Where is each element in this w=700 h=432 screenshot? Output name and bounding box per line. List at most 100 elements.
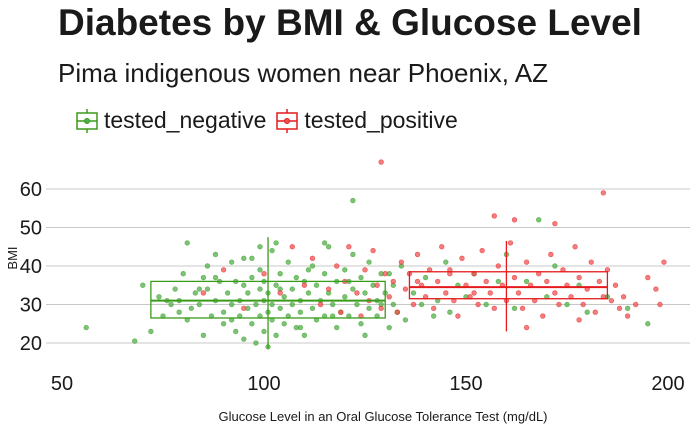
legend-label-positive: tested_positive <box>304 107 458 133</box>
point-tested_negative-131 <box>212 274 219 281</box>
point-tested_negative-64 <box>293 274 300 281</box>
point-tested_negative-1 <box>132 338 138 344</box>
point-tested_negative-70 <box>309 305 316 312</box>
point-tested_positive-64 <box>548 251 554 258</box>
point-tested_positive-21 <box>378 159 384 165</box>
point-tested_negative-100 <box>390 301 396 308</box>
point-tested_negative-54 <box>273 332 279 338</box>
point-tested_negative-128 <box>645 321 651 327</box>
point-tested_positive-56 <box>515 290 522 296</box>
point-tested_positive-6 <box>301 282 308 288</box>
point-tested_positive-34 <box>430 305 437 312</box>
point-tested_negative-40 <box>253 340 259 346</box>
point-tested_positive-55 <box>511 217 518 223</box>
point-tested_negative-125 <box>584 309 590 315</box>
point-tested_negative-79 <box>329 301 336 308</box>
point-tested_negative-24 <box>220 321 227 327</box>
point-tested_positive-0 <box>200 290 207 296</box>
point-tested_positive-86 <box>653 286 659 292</box>
point-tested_negative-81 <box>334 324 340 331</box>
point-tested_negative-123 <box>564 301 570 308</box>
chart-title: Diabetes by BMI & Glucose Level <box>58 2 642 43</box>
point-tested_positive-91 <box>552 220 558 227</box>
x-tick-labels: 50 100 150 200 <box>51 373 685 395</box>
point-tested_negative-108 <box>430 313 437 319</box>
point-tested_negative-33 <box>241 336 247 342</box>
point-tested_positive-62 <box>540 313 546 319</box>
point-tested_positive-53 <box>507 240 514 246</box>
point-tested_negative-127 <box>624 305 631 312</box>
point-tested_positive-95 <box>414 278 421 285</box>
legend-item-positive: tested_positive <box>274 107 458 134</box>
point-tested_positive-90 <box>491 213 497 219</box>
point-tested_negative-110 <box>443 259 449 265</box>
gridlines <box>46 188 690 344</box>
point-tested_negative-146 <box>257 244 263 250</box>
point-tested_negative-41 <box>257 286 263 292</box>
point-tested_negative-15 <box>196 301 203 308</box>
point-tested_negative-75 <box>321 271 328 277</box>
point-tested_negative-3 <box>148 328 154 335</box>
point-tested_positive-58 <box>523 259 530 265</box>
point-tested_positive-3 <box>261 271 267 277</box>
point-tested_positive-83 <box>624 313 631 319</box>
point-tested_negative-36 <box>245 290 251 296</box>
point-tested_positive-84 <box>632 301 639 308</box>
point-tested_negative-93 <box>366 305 372 312</box>
point-tested_negative-66 <box>297 309 304 315</box>
point-tested_negative-89 <box>358 274 364 281</box>
point-tested_negative-8 <box>172 286 178 292</box>
point-tested_negative-10 <box>180 271 186 277</box>
point-tested_negative-61 <box>289 286 295 292</box>
point-tested_positive-41 <box>459 255 465 261</box>
point-tested_negative-0 <box>83 324 89 331</box>
data-points <box>83 159 667 350</box>
point-tested_negative-7 <box>168 301 174 308</box>
point-tested_positive-27 <box>402 286 409 292</box>
point-tested_negative-87 <box>350 251 356 258</box>
point-tested_positive-5 <box>289 244 295 250</box>
point-tested_negative-119 <box>523 278 530 285</box>
point-tested_negative-25 <box>224 290 231 296</box>
x-tick-200: 200 <box>651 373 684 395</box>
point-tested_negative-43 <box>257 267 263 273</box>
point-tested_negative-23 <box>220 309 227 315</box>
point-tested_negative-53 <box>273 282 279 288</box>
x-tick-50: 50 <box>51 373 73 395</box>
point-tested_negative-111 <box>447 309 453 315</box>
point-tested_negative-45 <box>261 328 267 335</box>
point-tested_positive-75 <box>592 309 598 315</box>
point-tested_positive-30 <box>414 251 421 258</box>
point-tested_negative-69 <box>305 290 312 296</box>
point-tested_negative-57 <box>281 294 287 300</box>
point-tested_negative-86 <box>350 286 356 292</box>
point-tested_negative-106 <box>418 301 425 308</box>
point-tested_negative-55 <box>277 305 283 312</box>
point-tested_negative-17 <box>200 274 207 281</box>
point-tested_negative-88 <box>354 301 360 308</box>
point-tested_negative-32 <box>241 282 247 288</box>
box-overlays <box>150 237 609 349</box>
point-tested_positive-2 <box>241 305 247 312</box>
point-tested_negative-2 <box>140 282 146 288</box>
y-tick-40: 40 <box>20 256 42 278</box>
point-tested_positive-13 <box>346 244 352 250</box>
point-tested_negative-130 <box>321 240 328 246</box>
point-tested_positive-36 <box>439 244 445 250</box>
point-tested_positive-96 <box>471 290 477 296</box>
point-tested_positive-49 <box>491 305 497 312</box>
y-tick-50: 50 <box>20 218 42 240</box>
point-tested_negative-18 <box>204 286 211 292</box>
y-tick-labels: 20 30 40 50 60 <box>20 179 42 355</box>
point-tested_positive-54 <box>511 274 518 281</box>
box-tested_negative <box>150 237 386 349</box>
point-tested_positive-48 <box>487 290 493 296</box>
x-tick-100: 100 <box>247 373 280 395</box>
point-tested_negative-136 <box>305 267 312 273</box>
point-tested_positive-66 <box>556 301 562 308</box>
point-tested_negative-9 <box>176 309 182 315</box>
point-tested_positive-18 <box>370 247 376 254</box>
point-tested_positive-72 <box>580 301 586 308</box>
point-tested_positive-46 <box>479 247 485 254</box>
